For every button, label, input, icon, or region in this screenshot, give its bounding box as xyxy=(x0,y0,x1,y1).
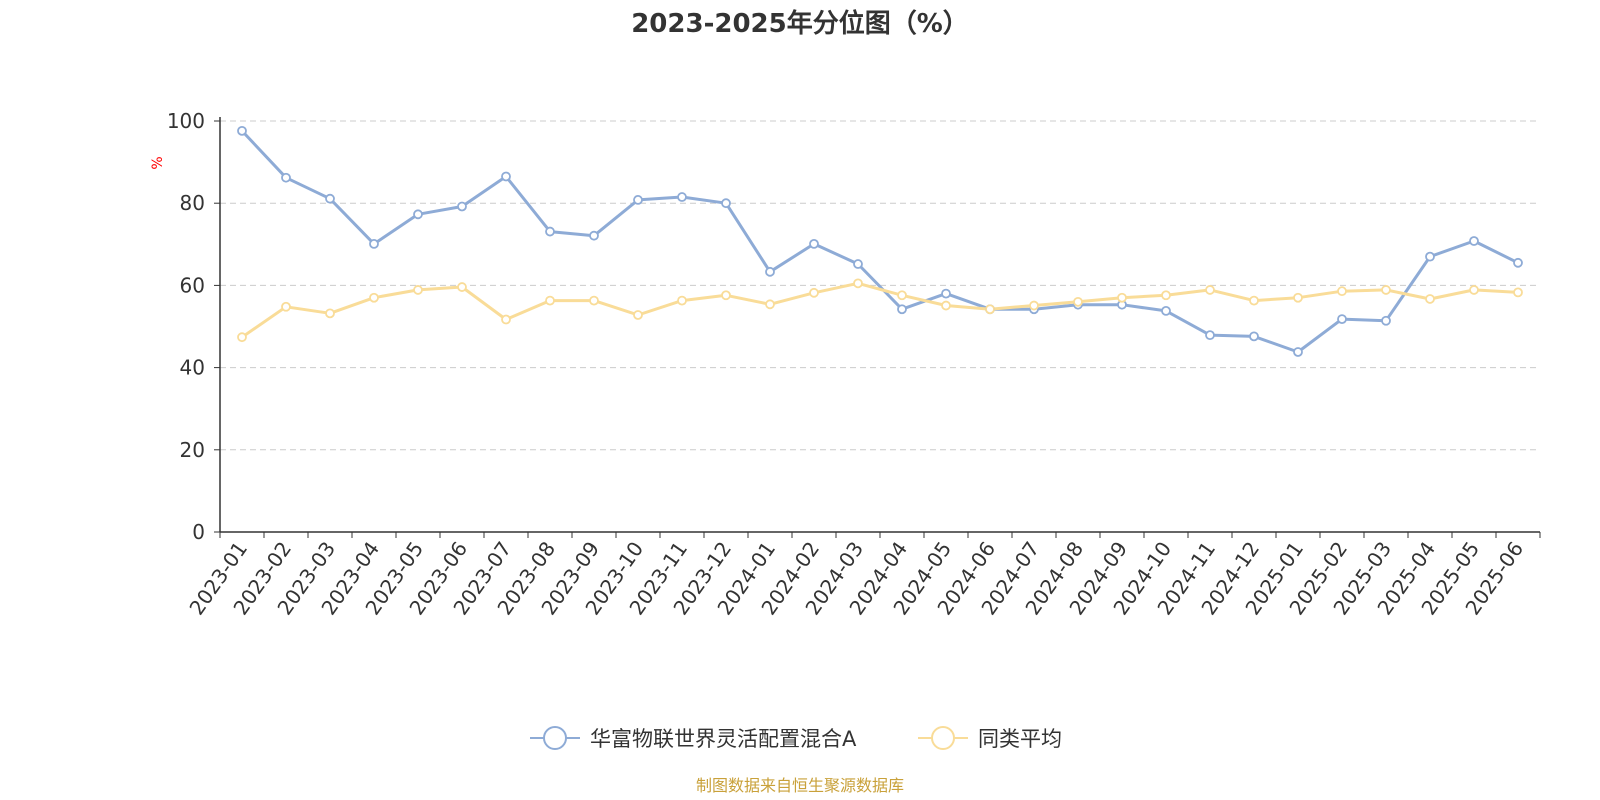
data-point xyxy=(1513,287,1523,298)
axes xyxy=(219,117,1540,533)
data-point xyxy=(1381,315,1391,326)
y-axis-label: % xyxy=(150,156,166,169)
data-point xyxy=(765,266,775,277)
source-note: 制图数据来自恒生聚源数据库 xyxy=(696,776,904,795)
data-point xyxy=(985,304,995,315)
data-point xyxy=(545,295,555,306)
data-point xyxy=(1337,314,1347,325)
data-point xyxy=(809,238,819,249)
data-point xyxy=(1293,347,1303,357)
legend-marker-1 xyxy=(931,726,955,750)
data-point xyxy=(1249,331,1259,342)
data-point xyxy=(677,295,687,306)
data-point xyxy=(237,125,247,136)
data-point xyxy=(897,290,907,301)
series-lines xyxy=(237,125,1523,357)
data-point xyxy=(501,314,511,325)
data-point xyxy=(1425,251,1435,262)
data-point xyxy=(457,201,467,212)
data-point xyxy=(809,287,819,298)
y-tick-label: 100 xyxy=(167,109,205,133)
legend-marker-0 xyxy=(543,726,567,750)
y-tick-label: 60 xyxy=(180,273,205,297)
data-point xyxy=(325,308,335,319)
data-point xyxy=(369,238,379,249)
legend-label-1: 同类平均 xyxy=(978,727,1062,751)
y-tick-label: 20 xyxy=(180,438,205,462)
legend-label-0: 华富物联世界灵活配置混合A xyxy=(590,727,857,751)
data-point xyxy=(765,299,775,310)
data-point xyxy=(897,304,907,315)
data-point xyxy=(1469,236,1479,246)
data-point xyxy=(325,193,335,204)
data-point xyxy=(1029,300,1039,311)
data-point xyxy=(941,288,951,299)
data-point xyxy=(1513,257,1523,268)
data-point xyxy=(1337,286,1347,297)
data-point xyxy=(457,282,467,292)
x-axis-ticks: 2023-012023-022023-032023-042023-052023-… xyxy=(184,532,1541,619)
data-point xyxy=(1117,292,1127,303)
data-point xyxy=(1205,285,1215,295)
y-axis-ticks: 0 20 40 60 80 100 xyxy=(167,109,220,544)
data-point xyxy=(633,310,643,320)
data-point xyxy=(1161,305,1171,316)
y-tick-label: 80 xyxy=(180,191,205,215)
data-point xyxy=(1249,295,1259,306)
data-point xyxy=(413,209,423,220)
series-line-0 xyxy=(240,129,1519,354)
data-point xyxy=(589,230,599,241)
data-point xyxy=(633,195,643,205)
data-point xyxy=(501,171,511,182)
y-tick-label: 0 xyxy=(192,520,205,544)
y-tick-label: 40 xyxy=(180,356,205,380)
data-point xyxy=(281,172,291,183)
data-point xyxy=(589,295,599,306)
data-point xyxy=(721,198,731,209)
legend[interactable]: 华富物联世界灵活配置混合A 同类平均 xyxy=(530,726,1062,751)
data-point xyxy=(941,300,951,311)
series-line-1 xyxy=(241,281,1519,339)
data-point xyxy=(1469,285,1479,295)
data-point xyxy=(1205,330,1215,341)
data-point xyxy=(677,192,687,202)
data-point xyxy=(1381,285,1391,295)
data-point xyxy=(237,332,247,343)
data-point xyxy=(853,278,863,289)
chart-title: 2023-2025年分位图（%） xyxy=(631,8,969,39)
data-point xyxy=(853,259,863,269)
data-point xyxy=(1073,296,1083,307)
data-point xyxy=(369,292,379,303)
data-point xyxy=(281,301,291,312)
data-point xyxy=(1293,292,1303,303)
data-point xyxy=(721,290,731,301)
data-point xyxy=(545,226,555,237)
data-point xyxy=(1425,294,1435,304)
data-point xyxy=(1161,290,1171,301)
data-point xyxy=(413,285,423,295)
